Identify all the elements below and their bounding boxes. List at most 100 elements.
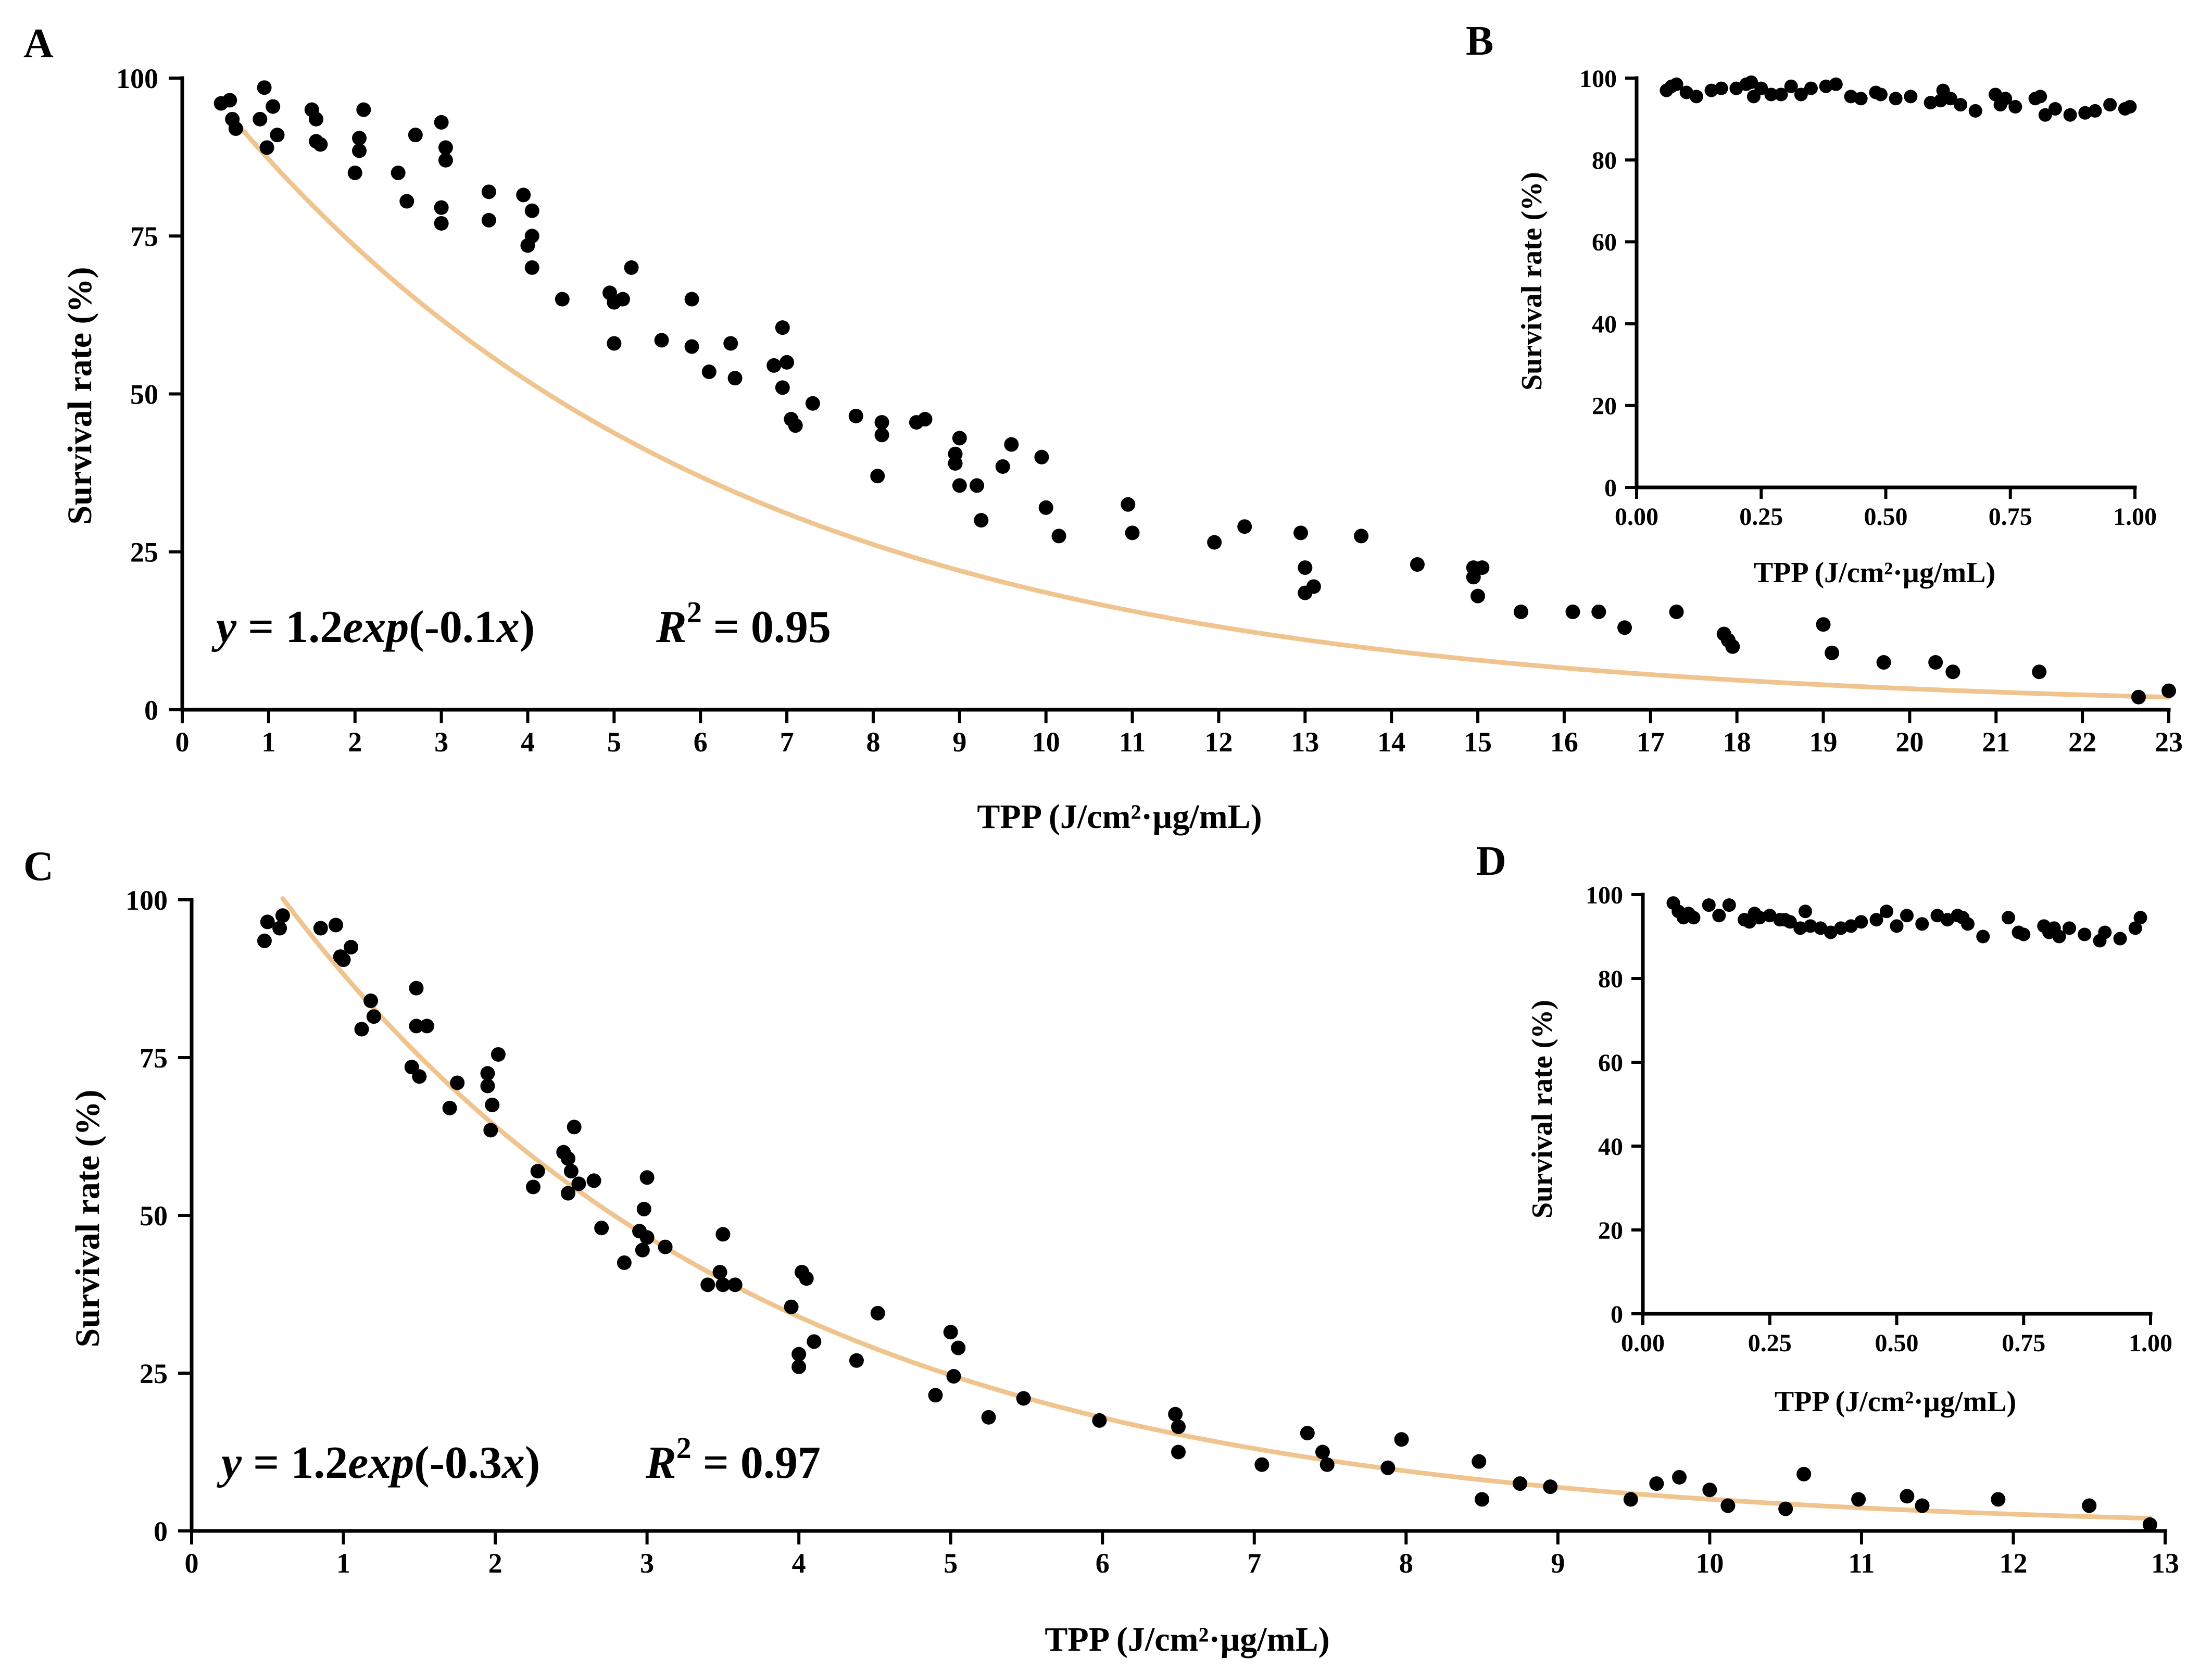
y-tick-label: 25 — [140, 1358, 168, 1389]
data-point — [412, 1069, 427, 1084]
data-point — [1803, 919, 1817, 933]
data-point — [701, 365, 717, 380]
x-tick-label: 11 — [1848, 1548, 1875, 1579]
eq-c-part1: = 1.2 — [242, 1438, 348, 1488]
x-tick-label: 12 — [1204, 726, 1233, 758]
data-point — [391, 165, 406, 180]
data-point — [366, 1009, 381, 1024]
data-point — [1237, 519, 1252, 534]
r2-a-value: = 0.95 — [702, 602, 831, 652]
data-point — [928, 1388, 943, 1403]
data-point — [1844, 919, 1858, 933]
data-point — [1623, 1492, 1638, 1507]
y-tick-label: 0 — [1604, 474, 1617, 502]
data-point — [1764, 87, 1778, 102]
data-point — [2088, 104, 2102, 118]
data-point — [2131, 689, 2146, 705]
data-point — [567, 1120, 582, 1135]
data-point — [309, 111, 324, 127]
data-point — [727, 1277, 743, 1292]
data-point — [1702, 898, 1716, 912]
y-tick-label: 0 — [1611, 1301, 1623, 1328]
data-point — [524, 203, 539, 218]
data-point — [434, 216, 449, 231]
x-tick-label: 5 — [607, 726, 621, 758]
y-tick-label: 100 — [125, 885, 168, 916]
y-tick-label: 75 — [130, 221, 158, 252]
panel-d-x-axis-title: TPP (J/cm²·µg/mL) — [1775, 1386, 2016, 1418]
data-point — [874, 428, 889, 443]
data-point — [2128, 921, 2142, 935]
x-tick-label: 0.00 — [1615, 503, 1658, 531]
data-point — [788, 418, 803, 433]
data-point — [1293, 525, 1309, 541]
x-tick-label: 4 — [521, 726, 535, 758]
data-point — [1854, 92, 1868, 106]
panel-b-letter: B — [1466, 18, 1493, 64]
data-point — [727, 371, 743, 386]
data-point — [356, 102, 371, 117]
data-point — [700, 1277, 715, 1292]
x-tick-label: 0 — [175, 726, 190, 758]
data-point — [615, 292, 630, 307]
panel-a-fit-curve — [232, 118, 2171, 700]
x-tick-label: 6 — [694, 726, 708, 758]
data-point — [1171, 1419, 1186, 1435]
data-point — [1410, 557, 1425, 572]
eq-a-mid: (-0.1 — [409, 602, 497, 652]
data-point — [970, 478, 984, 493]
x-tick-label: 2 — [488, 1548, 502, 1579]
x-tick-label: 0.00 — [1621, 1329, 1665, 1357]
x-tick-label: 1.00 — [2113, 503, 2157, 531]
y-tick-label: 50 — [140, 1200, 168, 1232]
eq-c-y: y — [217, 1438, 242, 1488]
x-tick-label: 13 — [1291, 726, 1319, 758]
data-point — [1722, 898, 1736, 912]
data-point — [438, 140, 453, 155]
data-point — [419, 1019, 434, 1034]
data-point — [2133, 911, 2147, 925]
data-point — [408, 128, 423, 143]
eq-a-part1: = 1.2 — [236, 602, 343, 652]
x-tick-label: 17 — [1637, 726, 1665, 758]
data-point — [363, 993, 379, 1008]
y-tick-label: 100 — [116, 63, 158, 94]
panel-c-fit-curve — [280, 896, 2153, 1521]
data-point — [1753, 911, 1767, 925]
data-point — [2103, 98, 2117, 112]
data-point — [1168, 1406, 1183, 1422]
data-point — [563, 1164, 579, 1179]
panel-c-equation: y = 1.2exp(-0.3x) — [217, 1438, 540, 1488]
data-point — [684, 339, 699, 354]
data-point — [1889, 92, 1903, 106]
data-point — [799, 1271, 814, 1286]
data-point — [1999, 92, 2013, 106]
data-point — [943, 1325, 958, 1340]
eq-c-exp: exp — [348, 1438, 414, 1488]
data-point — [1687, 911, 1701, 925]
data-point — [480, 1078, 495, 1094]
data-point — [1121, 497, 1136, 512]
data-point — [1298, 560, 1313, 575]
data-point — [1784, 79, 1798, 93]
data-point — [516, 187, 531, 203]
data-point — [344, 939, 359, 954]
data-point — [1475, 1492, 1490, 1507]
data-point — [1672, 1469, 1687, 1485]
data-point — [2008, 100, 2022, 114]
data-point — [918, 412, 933, 427]
data-point — [354, 1022, 369, 1037]
data-point — [1904, 90, 1918, 104]
panel-a-r-squared: R2 = 0.95 — [656, 595, 831, 652]
panel-b-x-axis-title: TPP (J/cm²·µg/mL) — [1754, 557, 1995, 589]
eq-c-close: ) — [525, 1438, 540, 1488]
data-point — [723, 336, 738, 351]
data-point — [639, 1170, 655, 1185]
data-point — [2161, 683, 2176, 698]
data-point — [1712, 909, 1726, 923]
data-point — [1354, 529, 1369, 544]
x-tick-label: 11 — [1119, 726, 1146, 758]
data-point — [1319, 1457, 1335, 1472]
y-tick-label: 25 — [130, 537, 158, 568]
data-point — [1774, 87, 1788, 102]
